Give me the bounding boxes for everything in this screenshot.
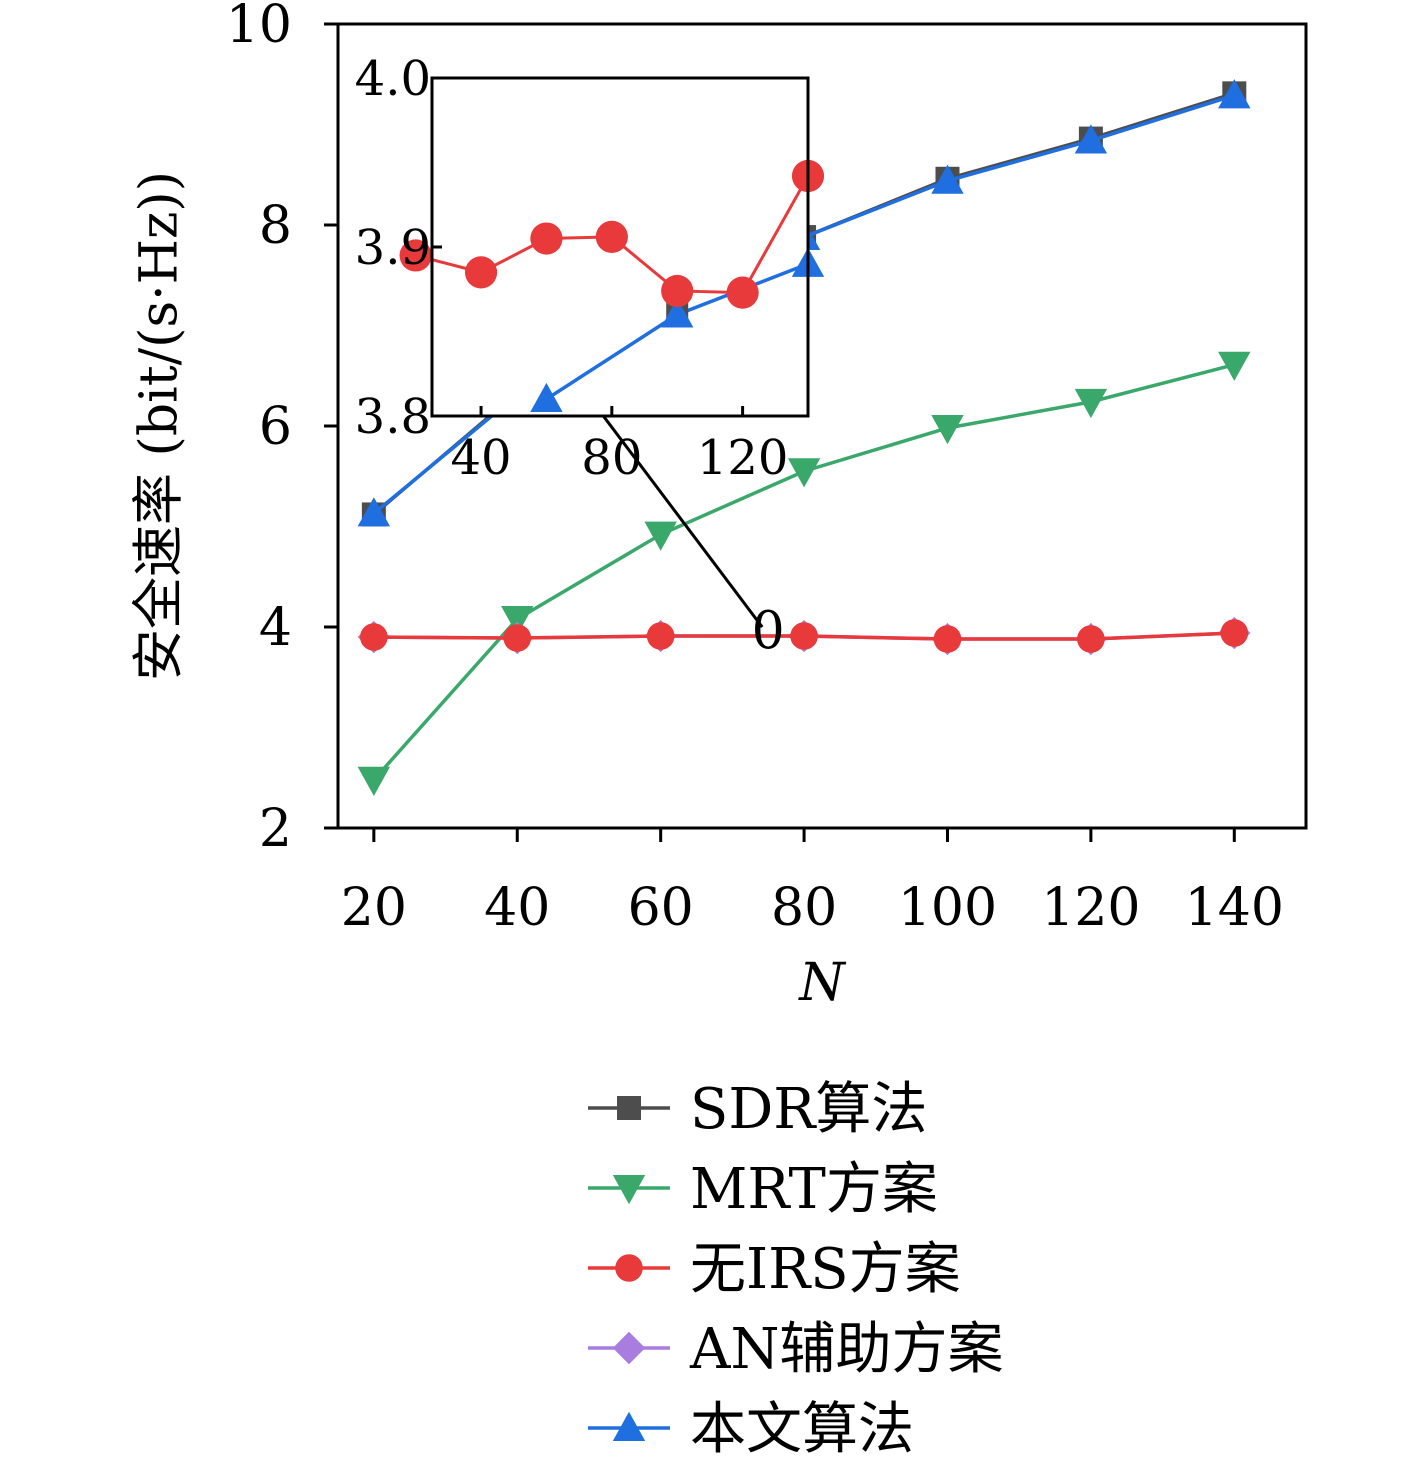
inset-x-tick-label: 40 bbox=[451, 430, 512, 486]
data-point-s2-5 bbox=[1077, 625, 1105, 653]
y-tick-label: 4 bbox=[259, 598, 292, 658]
x-tick-label: 40 bbox=[484, 878, 550, 938]
inset-circle-point-2 bbox=[530, 222, 563, 255]
inset-y-tick-label: 4.0 bbox=[355, 51, 431, 107]
x-tick-label: 60 bbox=[628, 878, 694, 938]
inset-leader-line bbox=[602, 415, 764, 628]
legend-marker-3 bbox=[612, 1331, 646, 1365]
data-point-s1-1 bbox=[501, 606, 534, 636]
inset-blue-point-1 bbox=[661, 298, 694, 328]
x-tick-label: 140 bbox=[1185, 878, 1284, 938]
data-point-s1-3 bbox=[787, 458, 821, 488]
zoom-annotation-mark: 0 bbox=[752, 602, 785, 662]
legend-label-2: 无IRS方案 bbox=[690, 1237, 961, 1302]
main-axis-ticks: 20 40 60 80 100 120 140 2 4 6 8 10 bbox=[226, 0, 1284, 938]
legend-label-4: 本文算法 bbox=[690, 1397, 914, 1460]
data-point-s1-2 bbox=[644, 521, 677, 551]
inset-circle-point-5 bbox=[726, 276, 759, 309]
inset-x-tick-label: 80 bbox=[581, 430, 642, 486]
x-axis-title: N bbox=[797, 953, 846, 1013]
data-point-s2-1 bbox=[503, 624, 532, 652]
inset-circle-point-0 bbox=[399, 239, 432, 272]
inset-y-tick-label: 3.8 bbox=[355, 389, 431, 445]
data-point-s4-4 bbox=[931, 164, 964, 194]
inset-circle-point-3 bbox=[595, 220, 628, 253]
data-point-s2-0 bbox=[360, 623, 388, 651]
data-point-s2-6 bbox=[1220, 619, 1249, 647]
legend-label-3: AN辅助方案 bbox=[689, 1317, 1003, 1382]
legend-label-0: SDR算法 bbox=[690, 1077, 927, 1142]
legend-marker-2 bbox=[615, 1254, 643, 1282]
inset-circle-point-4 bbox=[661, 274, 694, 308]
data-point-s1-6 bbox=[1218, 351, 1251, 381]
x-tick-label: 20 bbox=[341, 878, 407, 938]
legend-marker-0 bbox=[617, 1096, 641, 1120]
y-tick-label: 8 bbox=[259, 196, 292, 256]
y-axis-title-group: 安全速率 (bit/(s·Hz)) bbox=[130, 171, 190, 681]
inset-circle-point-1 bbox=[464, 256, 498, 289]
inset-blue-point-0 bbox=[530, 382, 563, 413]
legend-label-1: MRT方案 bbox=[690, 1157, 938, 1222]
data-point-s1-5 bbox=[1074, 388, 1108, 419]
y-tick-label: 10 bbox=[226, 0, 292, 55]
data-point-s2-3 bbox=[790, 622, 818, 650]
x-tick-label: 80 bbox=[771, 878, 837, 938]
data-point-s1-0 bbox=[357, 766, 391, 796]
data-point-s4-6 bbox=[1218, 79, 1251, 109]
inset-y-tick-label: 3.9 bbox=[355, 220, 431, 276]
y-tick-label: 6 bbox=[259, 397, 292, 457]
data-point-s4-0 bbox=[357, 497, 391, 527]
series-line-1 bbox=[372, 363, 1235, 781]
legend-marker-4 bbox=[612, 1411, 646, 1441]
x-tick-label: 120 bbox=[1041, 878, 1140, 938]
x-tick-label: 100 bbox=[898, 878, 997, 938]
data-point-s4-5 bbox=[1074, 124, 1108, 154]
legend-marker-1 bbox=[612, 1175, 646, 1205]
data-point-s2-2 bbox=[646, 622, 675, 650]
y-tick-label: 2 bbox=[259, 799, 292, 859]
y-axis-title: 安全速率 (bit/(s·Hz)) bbox=[130, 171, 190, 681]
data-point-s2-4 bbox=[933, 625, 962, 653]
inset-axis-ticks: 40 80 120 3.8 3.9 4.0 bbox=[355, 51, 789, 486]
inset-x-tick-label: 120 bbox=[697, 430, 789, 486]
data-point-s1-4 bbox=[931, 415, 964, 445]
